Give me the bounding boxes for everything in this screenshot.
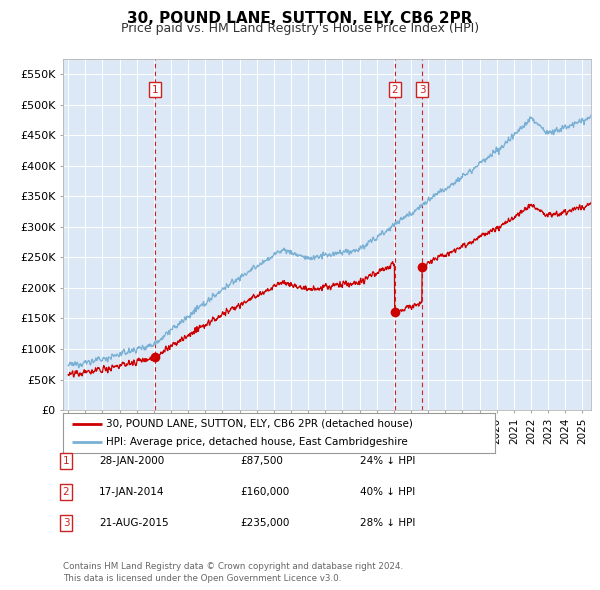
Text: £87,500: £87,500 bbox=[240, 457, 283, 466]
Text: 1: 1 bbox=[62, 457, 70, 466]
Text: 28-JAN-2000: 28-JAN-2000 bbox=[99, 457, 164, 466]
Text: 17-JAN-2014: 17-JAN-2014 bbox=[99, 487, 164, 497]
Text: 2: 2 bbox=[391, 84, 398, 94]
Text: 1: 1 bbox=[152, 84, 158, 94]
Text: £160,000: £160,000 bbox=[240, 487, 289, 497]
Text: 24% ↓ HPI: 24% ↓ HPI bbox=[360, 457, 415, 466]
Text: 28% ↓ HPI: 28% ↓ HPI bbox=[360, 518, 415, 527]
Text: 30, POUND LANE, SUTTON, ELY, CB6 2PR (detached house): 30, POUND LANE, SUTTON, ELY, CB6 2PR (de… bbox=[106, 419, 413, 429]
Text: 30, POUND LANE, SUTTON, ELY, CB6 2PR: 30, POUND LANE, SUTTON, ELY, CB6 2PR bbox=[127, 11, 473, 25]
Text: £235,000: £235,000 bbox=[240, 518, 289, 527]
Text: 2: 2 bbox=[62, 487, 70, 497]
Text: HPI: Average price, detached house, East Cambridgeshire: HPI: Average price, detached house, East… bbox=[106, 437, 408, 447]
Text: 3: 3 bbox=[62, 518, 70, 527]
Text: 40% ↓ HPI: 40% ↓ HPI bbox=[360, 487, 415, 497]
Text: 3: 3 bbox=[419, 84, 425, 94]
Text: Contains HM Land Registry data © Crown copyright and database right 2024.
This d: Contains HM Land Registry data © Crown c… bbox=[63, 562, 403, 583]
Text: 21-AUG-2015: 21-AUG-2015 bbox=[99, 518, 169, 527]
Text: Price paid vs. HM Land Registry's House Price Index (HPI): Price paid vs. HM Land Registry's House … bbox=[121, 22, 479, 35]
